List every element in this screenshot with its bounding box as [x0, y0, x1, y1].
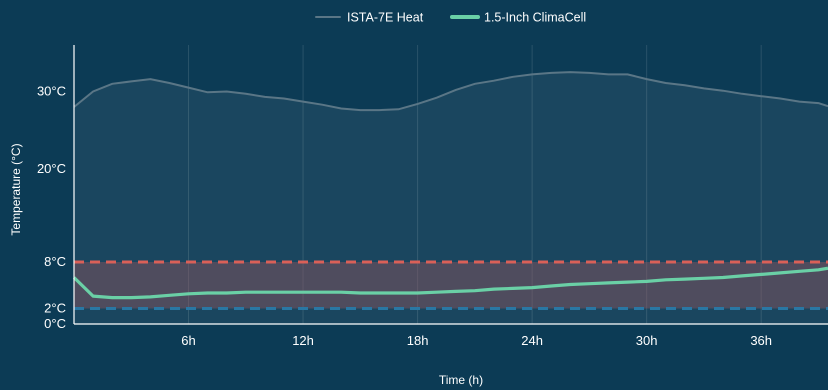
series-lines — [72, 71, 828, 300]
reference-band — [74, 260, 828, 310]
y-tick-label: 2°C — [44, 301, 66, 316]
x-tick-label: 12h — [292, 333, 314, 348]
series-line-climacell — [72, 266, 828, 300]
x-tick-label: 6h — [181, 333, 195, 348]
reference-band-fill — [74, 262, 828, 309]
y-tick-label: 20°C — [37, 161, 66, 176]
x-tick-label: 30h — [636, 333, 658, 348]
x-tick-label: 18h — [407, 333, 429, 348]
y-axis-title: Temperature (°C) — [9, 143, 23, 235]
y-tick-label: 30°C — [37, 84, 66, 99]
series-line-ista-7e-heat — [73, 71, 828, 112]
x-tick-label: 36h — [750, 333, 772, 348]
vertical-gridlines — [188, 45, 762, 324]
legend: ISTA-7E Heat 1.5-Inch ClimaCell — [315, 11, 586, 25]
legend-climacell-label: 1.5-Inch ClimaCell — [484, 11, 586, 25]
x-tick-label: 24h — [521, 333, 543, 348]
series-area-ista-7e-heat — [74, 72, 828, 324]
x-tick-labels: 6h 12h 18h 24h 30h 36h — [181, 333, 772, 348]
y-tick-label: 0°C — [44, 316, 66, 331]
y-tick-labels: 0°C2°C 8°C 20°C 30°C — [37, 84, 66, 332]
y-tick-label: 8°C — [44, 254, 66, 269]
series-areas — [74, 72, 828, 324]
legend-ista-7e-heat-label: ISTA-7E Heat — [347, 11, 424, 25]
x-axis-title: Time (h) — [439, 373, 483, 387]
axes — [73, 45, 828, 325]
